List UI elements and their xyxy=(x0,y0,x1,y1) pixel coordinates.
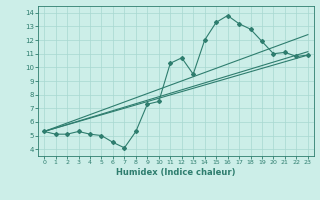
X-axis label: Humidex (Indice chaleur): Humidex (Indice chaleur) xyxy=(116,168,236,177)
